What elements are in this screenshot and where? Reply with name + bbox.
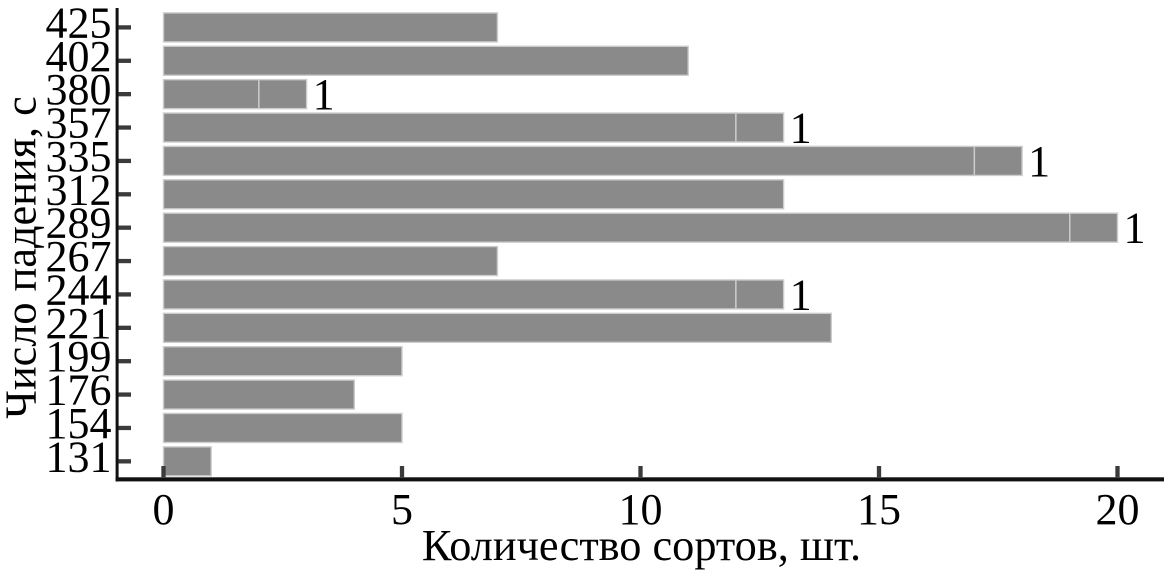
svg-text:244: 244 — [46, 265, 112, 314]
svg-text:Количество сортов, шт.: Количество сортов, шт. — [422, 521, 861, 570]
svg-text:5: 5 — [391, 485, 413, 534]
svg-text:289: 289 — [46, 199, 112, 248]
svg-text:267: 267 — [46, 232, 112, 281]
svg-text:154: 154 — [46, 399, 112, 448]
svg-text:425: 425 — [46, 0, 112, 47]
svg-text:1: 1 — [790, 270, 812, 319]
svg-text:20: 20 — [1096, 485, 1140, 534]
svg-text:312: 312 — [46, 165, 112, 214]
svg-text:335: 335 — [46, 132, 112, 181]
svg-text:131: 131 — [46, 432, 112, 481]
svg-text:176: 176 — [46, 366, 112, 415]
svg-text:1: 1 — [1028, 137, 1050, 186]
svg-text:Число падения, с: Число падения, с — [0, 96, 46, 419]
svg-text:1: 1 — [790, 104, 812, 153]
svg-text:199: 199 — [46, 332, 112, 381]
svg-text:357: 357 — [46, 99, 112, 148]
svg-text:0: 0 — [153, 485, 175, 534]
svg-text:221: 221 — [46, 299, 112, 348]
svg-text:15: 15 — [857, 485, 901, 534]
svg-text:1: 1 — [313, 70, 335, 119]
svg-text:380: 380 — [46, 65, 112, 114]
svg-text:402: 402 — [46, 32, 112, 81]
svg-text:1: 1 — [1124, 204, 1146, 253]
svg-text:10: 10 — [619, 485, 663, 534]
